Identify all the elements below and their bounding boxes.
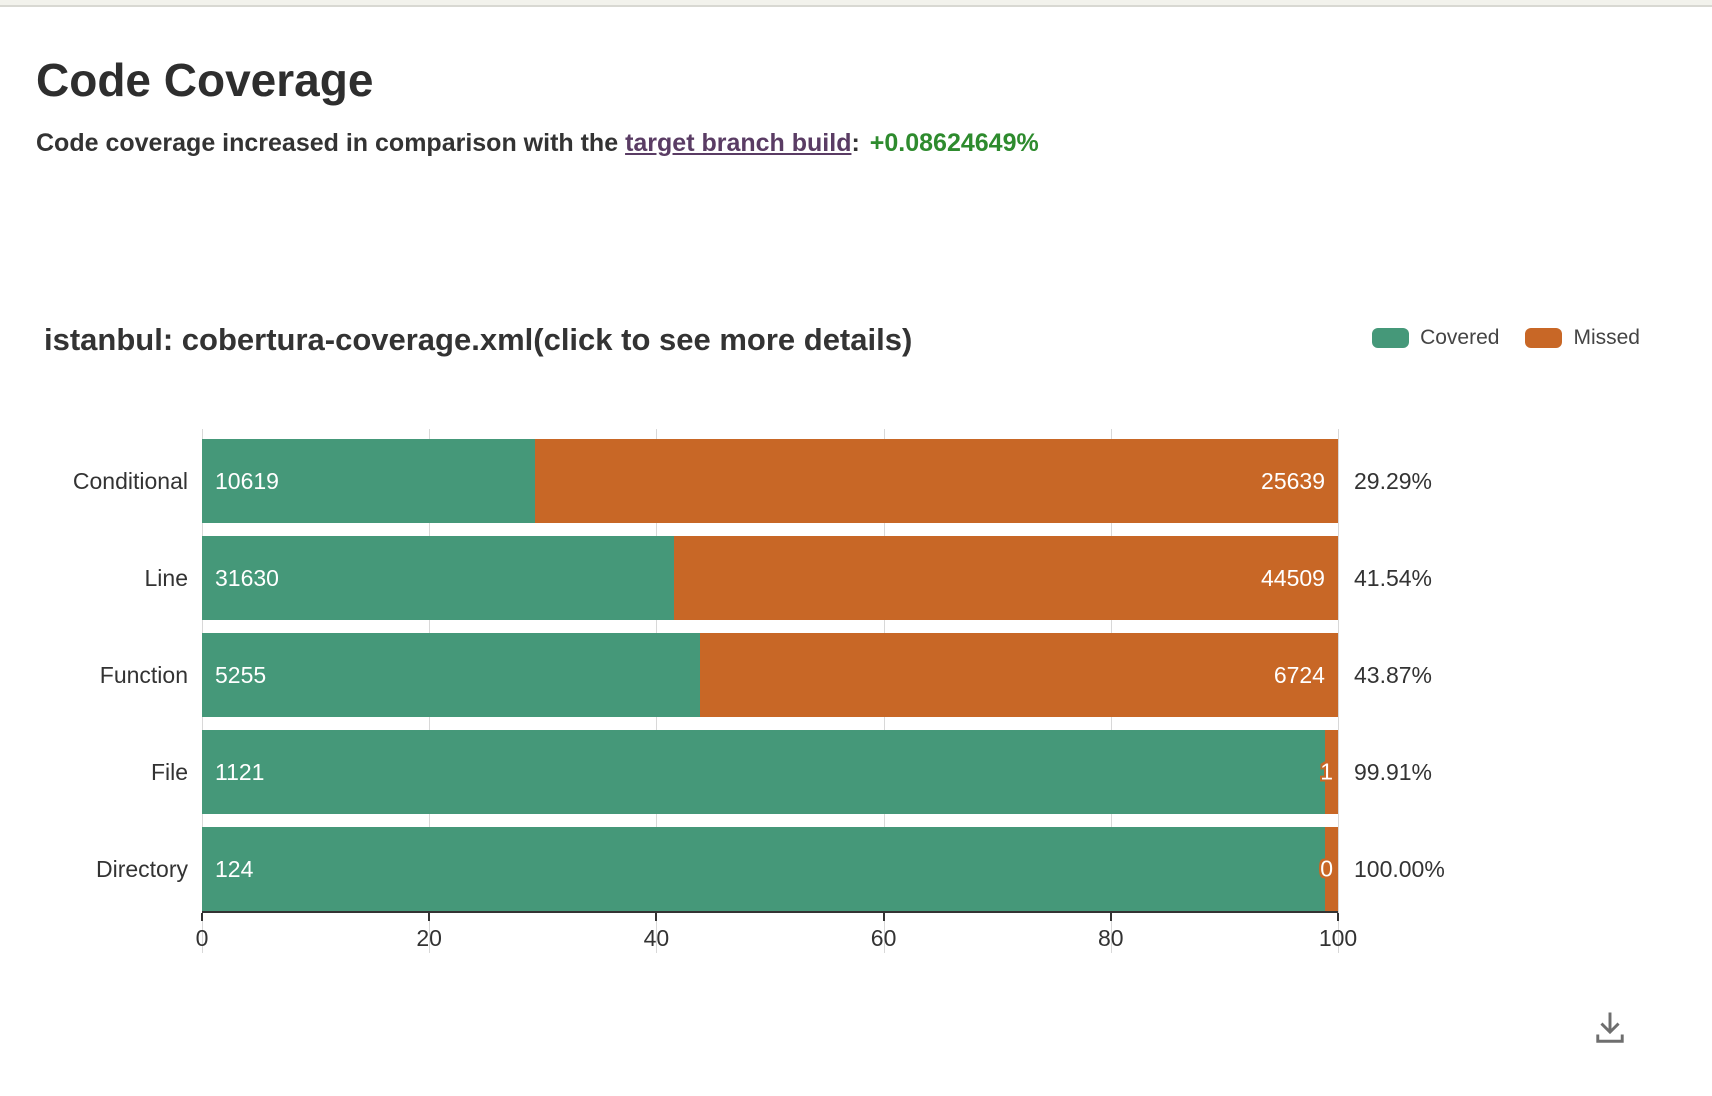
legend-item-covered[interactable]: Covered bbox=[1372, 326, 1499, 350]
covered-value: 10619 bbox=[215, 467, 279, 494]
covered-segment[interactable]: 31630 bbox=[202, 536, 674, 620]
bar-row-function: Function 5255 6724 43.87% bbox=[0, 633, 1712, 717]
category-label-directory: Directory bbox=[95, 855, 188, 882]
covered-value: 124 bbox=[215, 855, 254, 882]
axis-tick-label: 60 bbox=[870, 925, 897, 951]
stacked-bar-line: 31630 44509 bbox=[202, 536, 1338, 620]
page-title: Code Coverage bbox=[36, 54, 374, 106]
missed-segment[interactable]: 6724 bbox=[700, 633, 1338, 717]
bar-rows: Conditional 10619 25639 29.29% Line 31630 4450… bbox=[0, 439, 1712, 911]
coverage-chart-card: istanbul: cobertura-coverage.xml(click t… bbox=[44, 322, 1712, 953]
covered-segment[interactable]: 5255 bbox=[202, 633, 701, 717]
covered-segment[interactable]: 124 bbox=[202, 827, 1325, 911]
category-label-file: File bbox=[150, 758, 188, 785]
axis-tick bbox=[1109, 913, 1112, 921]
percent-label: 43.87% bbox=[1354, 661, 1433, 688]
stacked-bar-directory: 124 0 bbox=[202, 827, 1338, 911]
category-label-conditional: Conditional bbox=[72, 467, 188, 494]
coverage-summary: Code coverage increased in comparison wi… bbox=[36, 129, 1712, 158]
summary-prefix: Code coverage increased in comparison wi… bbox=[36, 129, 626, 157]
missed-value: 25639 bbox=[1261, 467, 1325, 494]
axis-tick-label: 0 bbox=[195, 925, 209, 951]
target-branch-link[interactable]: target branch build bbox=[625, 129, 852, 157]
legend-swatch-covered bbox=[1372, 328, 1410, 348]
legend-item-missed[interactable]: Missed bbox=[1525, 326, 1640, 350]
tray-arrow-down-glyph bbox=[1596, 1012, 1624, 1043]
legend-label: Covered bbox=[1420, 326, 1500, 349]
axis-tick-label: 80 bbox=[1098, 925, 1124, 951]
missed-segment[interactable] bbox=[1325, 827, 1338, 911]
chart-title[interactable]: istanbul: cobertura-coverage.xml(click t… bbox=[44, 322, 913, 357]
chart-header: istanbul: cobertura-coverage.xml(click t… bbox=[44, 322, 1712, 362]
chart-legend: Covered Missed bbox=[1372, 326, 1640, 350]
category-label-function: Function bbox=[99, 661, 188, 688]
missed-value: 44509 bbox=[1261, 564, 1325, 591]
axis-tick bbox=[428, 913, 431, 921]
percent-label: 41.54% bbox=[1354, 564, 1433, 591]
covered-value: 5255 bbox=[215, 661, 267, 688]
covered-value: 1121 bbox=[215, 758, 265, 785]
axis-tick bbox=[655, 913, 658, 921]
legend-label: Missed bbox=[1573, 326, 1640, 349]
x-axis: 0 20 40 60 80 100 bbox=[196, 911, 1357, 953]
axis-tick-label: 100 bbox=[1318, 925, 1358, 951]
missed-value: 6724 bbox=[1273, 661, 1325, 688]
missed-segment[interactable]: 44509 bbox=[673, 536, 1338, 620]
axis-tick bbox=[201, 913, 203, 921]
chart-plot-area: Conditional 10619 25639 29.29% Line 31630 4450… bbox=[0, 429, 1712, 953]
summary-colon: : bbox=[851, 129, 860, 157]
bar-row-line: Line 31630 44509 41.54% bbox=[0, 536, 1712, 620]
missed-segment[interactable] bbox=[1325, 730, 1338, 814]
stacked-bar-function: 5255 6724 bbox=[202, 633, 1338, 717]
stacked-bar-conditional: 10619 25639 bbox=[202, 439, 1338, 523]
top-border bbox=[0, 0, 1712, 7]
covered-segment[interactable]: 10619 bbox=[202, 439, 535, 523]
missed-segment[interactable]: 25639 bbox=[534, 439, 1338, 523]
covered-value: 31630 bbox=[215, 564, 279, 591]
bar-row-file: File 1121 1 99.91% bbox=[0, 730, 1712, 814]
coverage-delta: +0.08624649% bbox=[869, 129, 1039, 157]
legend-swatch-missed bbox=[1525, 328, 1563, 348]
download-icon[interactable] bbox=[1588, 1004, 1632, 1048]
covered-segment[interactable]: 1121 bbox=[202, 730, 1325, 814]
missed-value: 1 bbox=[1320, 758, 1333, 785]
percent-label: 29.29% bbox=[1354, 467, 1433, 494]
axis-tick-label: 40 bbox=[643, 925, 670, 951]
axis-tick bbox=[1337, 913, 1339, 921]
missed-value: 0 bbox=[1320, 855, 1333, 882]
bar-row-directory: Directory 124 0 100.00% bbox=[0, 827, 1712, 911]
axis-tick bbox=[882, 913, 885, 921]
category-label-line: Line bbox=[144, 564, 188, 591]
bar-row-conditional: Conditional 10619 25639 29.29% bbox=[0, 439, 1712, 523]
stacked-bar-file: 1121 1 bbox=[202, 730, 1338, 814]
percent-label: 100.00% bbox=[1354, 855, 1445, 882]
axis-tick-label: 20 bbox=[416, 925, 442, 951]
percent-label: 99.91% bbox=[1354, 758, 1433, 785]
